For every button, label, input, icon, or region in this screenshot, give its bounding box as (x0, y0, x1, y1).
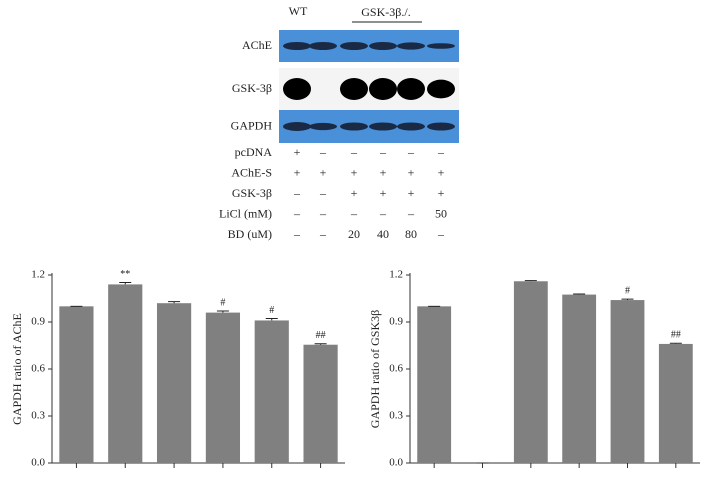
blot-band (369, 122, 397, 131)
bar (303, 344, 338, 463)
condition-label: GSK-3β (232, 186, 272, 200)
condition-mark: + (408, 186, 415, 200)
blot-band (283, 78, 311, 100)
condition-mark: + (294, 165, 301, 179)
bar (108, 284, 143, 463)
bar (156, 303, 192, 463)
condition-mark: – (319, 206, 327, 220)
error-bar (216, 310, 229, 313)
blot-band (397, 122, 425, 131)
wt-label: WT (289, 4, 308, 18)
condition-label: BD (uM) (228, 227, 272, 241)
error-bar (621, 298, 634, 301)
condition-mark: – (407, 206, 415, 220)
condition-mark: – (379, 206, 387, 220)
blot-band (340, 42, 368, 50)
y-tick-label: 0.6 (31, 363, 45, 375)
blot-band (369, 42, 397, 50)
blot-band (397, 78, 425, 100)
significance: ** (120, 269, 130, 280)
condition-mark: + (351, 186, 358, 200)
condition-mark: 20 (348, 227, 360, 241)
condition-mark: + (380, 165, 387, 179)
condition-mark: 50 (435, 206, 447, 220)
blot-band (283, 42, 311, 50)
condition-mark: – (437, 145, 445, 159)
condition-label: LiCl (mM) (219, 206, 272, 220)
significance: # (625, 285, 630, 296)
bar (254, 320, 289, 463)
condition-mark: – (350, 145, 358, 159)
bar (59, 306, 94, 463)
condition-mark: 80 (405, 227, 417, 241)
significance: ## (316, 330, 326, 341)
y-tick-label: 0.3 (31, 410, 45, 422)
condition-mark: – (293, 186, 301, 200)
blot-band (283, 122, 311, 131)
bar (205, 312, 241, 463)
band-label: AChE (242, 38, 272, 52)
blot-band (340, 122, 368, 131)
y-axis-label: GAPDH ratio of GSK3β (368, 310, 382, 428)
error-bar (265, 318, 278, 321)
blot-band (369, 78, 397, 100)
band-label: GSK-3β (232, 81, 272, 95)
blot-band (427, 43, 455, 49)
blot-band (309, 42, 337, 50)
condition-mark: – (379, 145, 387, 159)
condition-mark: 40 (377, 227, 389, 241)
condition-mark: – (437, 227, 445, 241)
bar (562, 294, 597, 463)
group-label: GSK-3β./. (361, 5, 410, 19)
condition-mark: – (319, 145, 327, 159)
significance: ## (671, 330, 681, 341)
blot-band (397, 42, 425, 50)
error-bar (168, 301, 181, 304)
significance: # (220, 297, 225, 308)
bar (610, 300, 645, 463)
condition-mark: – (319, 186, 327, 200)
condition-mark: + (294, 145, 301, 159)
condition-mark: + (438, 165, 445, 179)
y-tick-label: 0.6 (389, 363, 403, 375)
condition-label: pcDNA (235, 145, 273, 159)
error-bar (119, 282, 132, 285)
y-tick-label: 0.9 (389, 316, 403, 328)
condition-mark: + (408, 165, 415, 179)
bar (658, 343, 693, 463)
condition-mark: – (319, 227, 327, 241)
blot-band (427, 122, 455, 131)
condition-mark: + (320, 165, 327, 179)
condition-mark: + (351, 165, 358, 179)
condition-mark: + (438, 186, 445, 200)
condition-mark: – (293, 206, 301, 220)
blot-band (340, 78, 368, 100)
y-tick-label: 0.3 (389, 410, 403, 422)
blot-band (309, 122, 337, 131)
significance: # (269, 305, 274, 316)
error-bar (314, 343, 327, 345)
y-tick-label: 0.0 (389, 457, 403, 469)
y-tick-label: 0.9 (31, 316, 45, 328)
band-label: GAPDH (231, 118, 273, 132)
y-tick-label: 1.2 (31, 269, 45, 281)
condition-label: AChE-S (231, 165, 272, 179)
error-bar (524, 280, 537, 282)
error-bar (669, 342, 682, 344)
error-bar (573, 293, 586, 295)
y-tick-label: 0.0 (31, 457, 45, 469)
bar (513, 281, 548, 463)
condition-mark: + (380, 186, 387, 200)
condition-mark: – (407, 145, 415, 159)
y-axis-label: GAPDH ratio of AChE (10, 313, 24, 425)
y-tick-label: 1.2 (389, 269, 403, 281)
bar (417, 306, 452, 463)
condition-mark: – (350, 206, 358, 220)
condition-mark: – (293, 227, 301, 241)
blot-band (427, 79, 455, 99)
